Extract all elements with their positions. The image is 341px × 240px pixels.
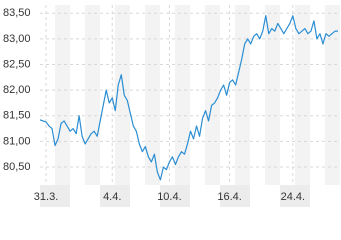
x-label-band [160,185,190,207]
x-label-band [220,185,250,207]
stripe [325,5,340,185]
price-line [39,15,338,181]
x-tick-label: 31.3. [34,191,58,203]
page: 80,50 81,00 81,50 82,00 82,50 83,00 83,50 31.3.… [3,5,340,207]
stripe [265,5,280,185]
x-tick-label: 24.4. [281,191,305,203]
stripe [85,5,100,185]
x-label-band [280,185,310,207]
x-tick-label: 10.4. [157,191,181,203]
stripe [145,5,160,185]
y-tick-label: 81,50 [3,110,31,122]
chart: 80,50 81,00 81,50 82,00 82,50 83,00 83,50 31.3.… [3,5,340,207]
stripe [295,5,310,185]
stripe [205,5,220,185]
stripe [175,5,190,185]
y-tick-label: 80,50 [3,161,31,173]
y-tick-label: 83,00 [3,33,31,45]
x-label-band [100,185,130,207]
stripe [55,5,70,185]
stripe [235,5,250,185]
x-tick-label: 4.4. [103,191,121,203]
x-label-band [40,185,70,207]
y-tick-label: 81,00 [3,135,31,147]
y-tick-label: 82,00 [3,84,31,96]
x-tick-label: 16.4. [217,191,241,203]
stripe [115,5,130,185]
y-tick-label: 83,50 [3,7,31,19]
y-tick-label: 82,50 [3,58,31,70]
